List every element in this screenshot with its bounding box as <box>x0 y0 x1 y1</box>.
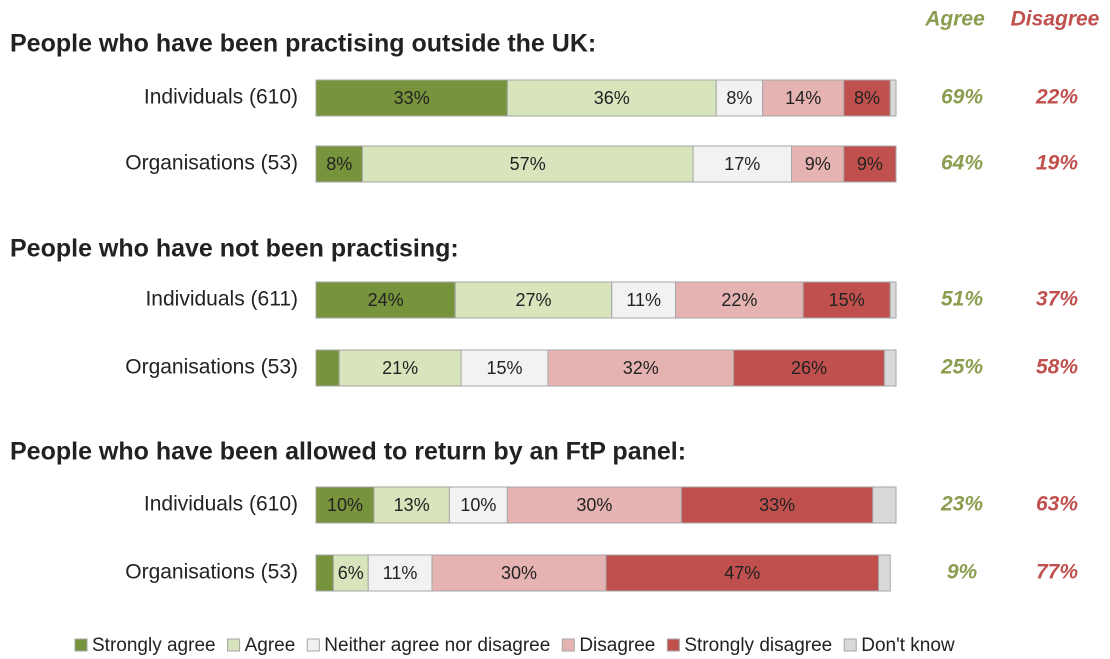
agree-total: 64% <box>941 152 983 175</box>
data-label: 33% <box>394 88 430 108</box>
bar-segment <box>315 486 375 524</box>
data-label: 8% <box>726 88 752 108</box>
agree-total: 69% <box>941 86 983 109</box>
legend-swatch <box>74 638 88 652</box>
data-label: 10% <box>460 495 496 515</box>
legend-label: Don't know <box>861 635 955 656</box>
legend-label: Agree <box>245 635 296 656</box>
data-label: 13% <box>394 495 430 515</box>
legend-label: Strongly agree <box>92 635 216 656</box>
bar-segment <box>315 349 340 387</box>
data-label: 26% <box>791 358 827 378</box>
agree-header: Agree <box>924 8 985 31</box>
legend-swatch <box>666 638 680 652</box>
bar-segment <box>733 349 885 387</box>
bar-segment <box>843 145 897 183</box>
data-label: 10% <box>327 495 363 515</box>
legend-swatch <box>227 638 241 652</box>
row-label: Organisations (53) <box>125 152 298 175</box>
bar-segment <box>460 349 549 387</box>
bar-segment <box>454 281 613 319</box>
bar-segment <box>338 349 462 387</box>
bar-segment <box>872 486 897 524</box>
bar-segment <box>448 486 508 524</box>
legend-swatch <box>561 638 575 652</box>
data-label: 30% <box>501 563 537 583</box>
bar-segment <box>332 554 369 592</box>
data-label: 8% <box>854 88 880 108</box>
data-label: 30% <box>576 495 612 515</box>
row-label: Individuals (610) <box>144 86 298 109</box>
legend-label: Disagree <box>579 635 655 656</box>
disagree-total: 22% <box>1035 86 1078 109</box>
disagree-total: 58% <box>1036 356 1078 379</box>
row-label: Individuals (611) <box>145 288 298 311</box>
legend-label: Neither agree nor disagree <box>324 635 550 656</box>
group-title: People who have been practising outside … <box>10 30 596 58</box>
row-label: Organisations (53) <box>125 356 298 379</box>
data-label: 11% <box>383 563 418 583</box>
bar-segment <box>373 486 450 524</box>
legend-swatch <box>306 638 320 652</box>
data-label: 17% <box>724 154 760 174</box>
data-label: 9% <box>857 154 883 174</box>
legend-label: Strongly disagree <box>684 635 832 656</box>
disagree-header: Disagree <box>1011 8 1100 31</box>
bar-segment <box>843 79 891 117</box>
bar-segment <box>883 349 897 387</box>
agree-total: 25% <box>940 356 983 379</box>
agree-total: 9% <box>947 561 978 584</box>
data-label: 6% <box>338 563 364 583</box>
disagree-total: 63% <box>1036 493 1078 516</box>
data-label: 9% <box>805 154 831 174</box>
bar-segment <box>315 79 508 117</box>
bar-segment <box>506 79 717 117</box>
bar-segment <box>611 281 677 319</box>
disagree-total: 77% <box>1036 561 1078 584</box>
legend-swatch <box>843 638 857 652</box>
data-label: 57% <box>510 154 546 174</box>
bar-segment <box>889 79 897 117</box>
bar-segment <box>315 554 334 592</box>
bar-segment <box>692 145 793 183</box>
agree-total: 23% <box>940 493 983 516</box>
group-title: People who have been allowed to return b… <box>10 438 686 466</box>
data-label: 24% <box>368 290 404 310</box>
bar-segment <box>361 145 694 183</box>
disagree-total: 19% <box>1036 152 1078 175</box>
bar-segment <box>675 281 804 319</box>
data-label: 22% <box>721 290 757 310</box>
data-label: 11% <box>626 290 661 310</box>
data-label: 33% <box>759 495 795 515</box>
data-label: 21% <box>382 358 418 378</box>
bar-segment <box>715 79 764 117</box>
row-label: Organisations (53) <box>125 561 298 584</box>
data-label: 14% <box>785 88 821 108</box>
bar-segment <box>889 281 897 319</box>
bar-segment <box>431 554 607 592</box>
agree-total: 51% <box>941 288 983 311</box>
bar-segment <box>878 554 891 592</box>
data-label: 27% <box>515 290 551 310</box>
data-label: 36% <box>594 88 630 108</box>
data-label: 15% <box>486 358 522 378</box>
bar-segment <box>506 486 682 524</box>
disagree-total: 37% <box>1036 288 1078 311</box>
bar-segment <box>315 145 363 183</box>
data-label: 47% <box>724 563 760 583</box>
bar-segment <box>605 554 880 592</box>
bar-segment <box>791 145 845 183</box>
group-title: People who have not been practising: <box>10 235 459 263</box>
data-label: 15% <box>829 290 865 310</box>
data-label: 32% <box>623 358 659 378</box>
data-label: 8% <box>326 154 352 174</box>
bar-segment <box>547 349 735 387</box>
row-label: Individuals (610) <box>144 493 298 516</box>
